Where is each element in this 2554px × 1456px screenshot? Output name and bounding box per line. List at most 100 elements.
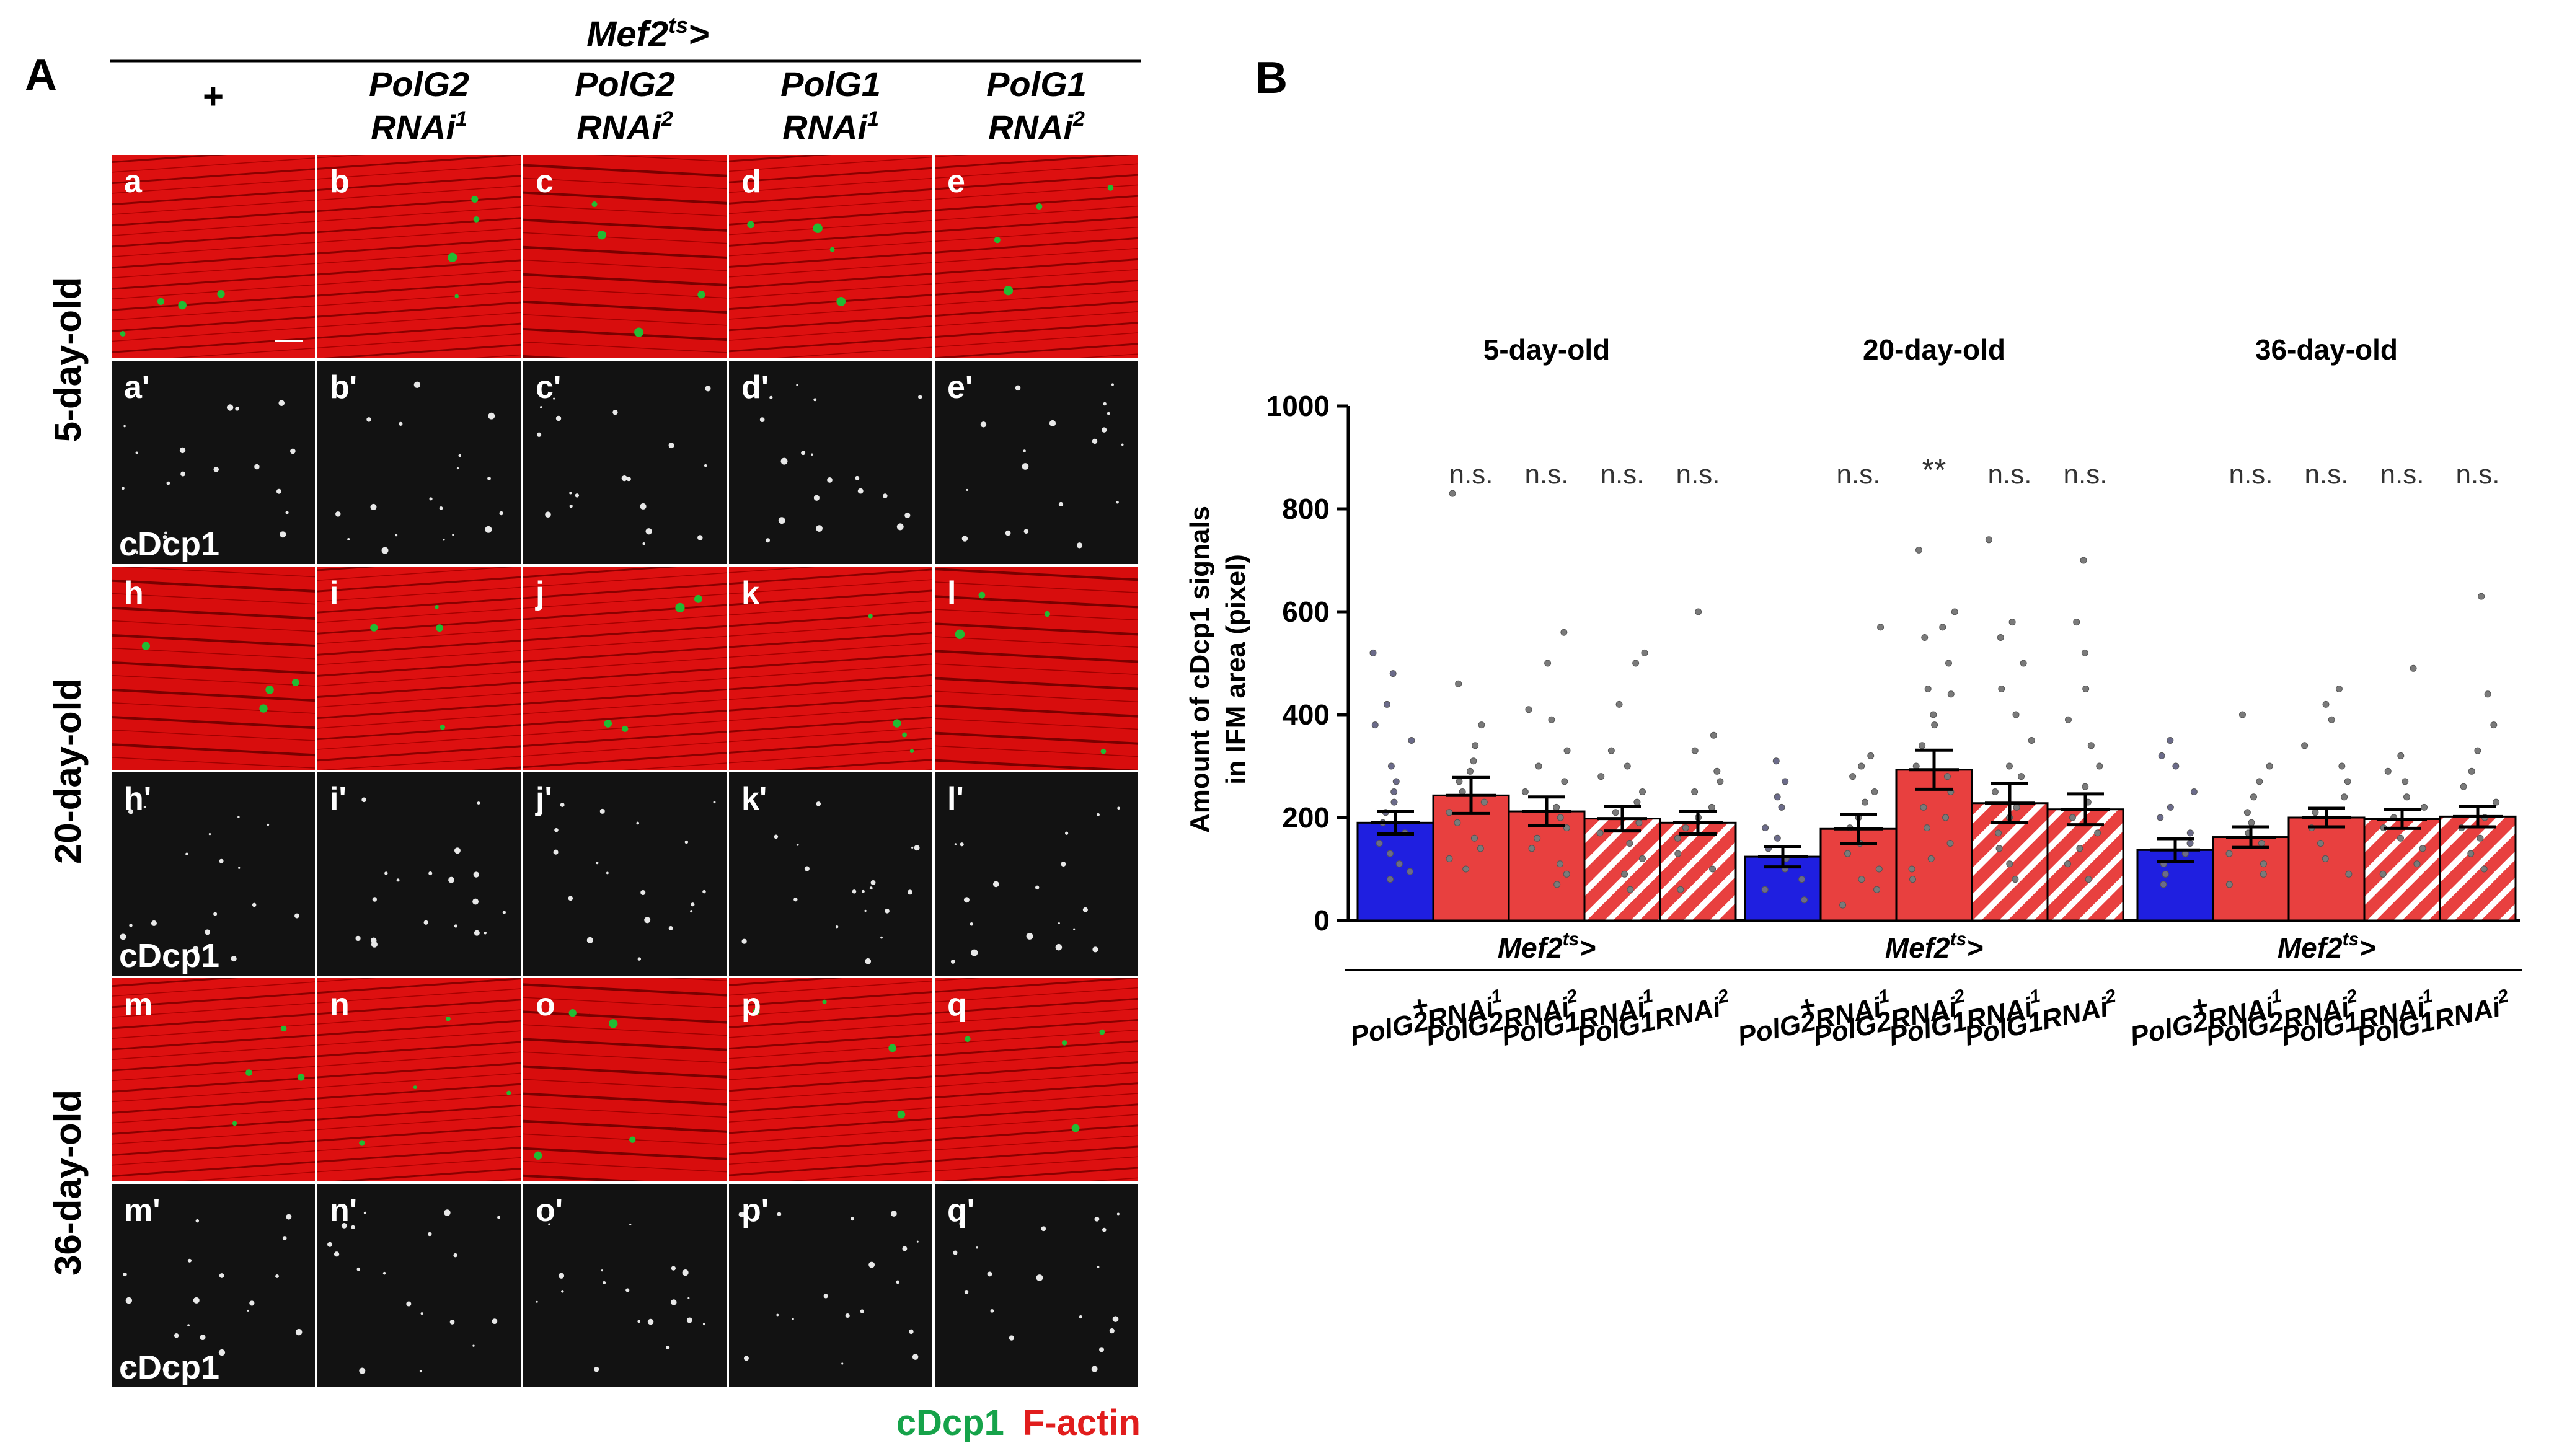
column-header-4-base: RNAi — [988, 108, 1074, 147]
data-point — [1626, 840, 1633, 847]
cdcp1-puncta — [458, 454, 462, 457]
data-point — [1709, 865, 1717, 873]
data-point — [2477, 834, 2484, 842]
cdcp1-puncta — [704, 464, 707, 467]
data-point — [1682, 824, 1689, 832]
cdcp1-puncta — [796, 844, 799, 846]
cdcp1-signal — [1044, 611, 1050, 617]
cdcp1-puncta — [904, 512, 911, 519]
genotype-label-base: Mef2 — [2278, 932, 2343, 964]
cdcp1-puncta — [485, 526, 492, 533]
cdcp1-puncta — [916, 1240, 919, 1243]
data-point — [1691, 747, 1699, 754]
cdcp1-puncta — [1091, 1366, 1098, 1372]
cdcp1-signal — [259, 704, 268, 713]
cdcp1-image-q': q' — [935, 1184, 1138, 1387]
cdcp1-image-l': l' — [935, 772, 1138, 976]
data-point — [2490, 721, 2498, 729]
data-point — [1466, 767, 1474, 775]
cdcp1-puncta — [963, 897, 970, 903]
cdcp1-puncta — [1101, 427, 1107, 433]
tile-label-l': l' — [947, 781, 964, 817]
cdcp1-signal — [1100, 748, 1107, 754]
data-point — [1376, 840, 1383, 847]
merged-image-p: p — [729, 978, 932, 1181]
data-point — [2403, 793, 2411, 801]
cdcp1-puncta — [909, 1329, 914, 1335]
cdcp1-puncta — [636, 821, 640, 825]
data-point — [1674, 850, 1682, 857]
cdcp1-puncta — [702, 1322, 706, 1326]
data-point — [1478, 721, 1485, 729]
bar-0-3 — [1583, 818, 1661, 922]
data-point — [1951, 608, 1958, 615]
cdcp1-puncta — [278, 400, 285, 406]
data-point — [2341, 793, 2348, 801]
cdcp1-puncta — [827, 477, 833, 483]
cdcp1-signal — [622, 725, 629, 732]
image-background — [729, 772, 932, 976]
merged-image-m: m — [112, 978, 315, 1181]
cdcp1-signal — [178, 301, 187, 310]
cdcp1-puncta — [252, 902, 257, 907]
data-point — [1947, 690, 1955, 698]
tile-label-c': c' — [536, 369, 561, 405]
cdcp1-puncta — [219, 858, 224, 863]
data-point — [2225, 881, 2233, 888]
cdcp1-signal — [448, 252, 457, 262]
cdcp1-puncta — [282, 1236, 287, 1241]
data-point — [2167, 737, 2174, 744]
data-point — [2073, 619, 2080, 626]
cdcp1-puncta — [855, 475, 860, 480]
data-point — [2064, 716, 2072, 723]
image-background — [523, 1184, 727, 1387]
data-point — [1395, 860, 1403, 868]
data-point — [2419, 845, 2426, 852]
cdcp1-puncta — [545, 511, 551, 518]
cdcp1-puncta — [213, 912, 218, 916]
merged-image-o: o — [523, 978, 727, 1181]
age-label-0: 5-day-old — [47, 277, 89, 443]
data-point — [1862, 798, 1869, 806]
cdcp1-image-h': h' cDcp1 — [112, 772, 315, 976]
cdcp1-puncta — [487, 477, 491, 480]
cdcp1-puncta — [765, 538, 771, 543]
cdcp1-puncta — [135, 550, 139, 554]
tile-label-b: b — [330, 164, 350, 200]
genotype-label-sup: ts — [2343, 929, 2359, 950]
category-label-sup: 1 — [2420, 986, 2434, 1008]
cdcp1-puncta — [1041, 1226, 1046, 1232]
column-header-0: + — [203, 76, 224, 117]
cdcp1-puncta — [1061, 862, 1066, 867]
cdcp1-puncta — [560, 803, 565, 807]
cdcp1-puncta — [896, 1280, 900, 1284]
data-point — [1873, 886, 1881, 893]
data-point — [1477, 845, 1484, 852]
data-point — [2096, 762, 2103, 770]
image-background — [729, 1184, 932, 1387]
data-point — [1528, 845, 1535, 852]
data-point — [1713, 767, 1721, 775]
data-point — [2474, 747, 2481, 754]
column-header-1-sup: 1 — [456, 107, 467, 131]
cdcp1-puncta — [599, 808, 605, 814]
data-point — [1557, 814, 1564, 821]
cdcp1-puncta — [857, 488, 864, 494]
cdcp1-puncta — [1073, 928, 1076, 930]
cdcp1-puncta — [558, 1273, 565, 1279]
cdcp1-puncta — [286, 1214, 292, 1220]
image-background — [523, 361, 727, 564]
cdcp1-signal — [454, 294, 459, 299]
data-point — [1849, 773, 1857, 780]
cdcp1-puncta — [801, 451, 806, 456]
genotype-label-1: Mef2ts> — [1885, 929, 1983, 964]
data-point — [2028, 737, 2035, 744]
bar-0-2 — [1508, 810, 1586, 922]
cdcp1-puncta — [625, 1288, 630, 1292]
data-point — [1632, 660, 1640, 667]
cdcp1-puncta — [1079, 1315, 1082, 1319]
cdcp1-puncta — [406, 1301, 412, 1307]
data-point — [1392, 778, 1400, 785]
bar-0-4 — [1659, 821, 1737, 922]
data-point — [1995, 845, 2003, 852]
